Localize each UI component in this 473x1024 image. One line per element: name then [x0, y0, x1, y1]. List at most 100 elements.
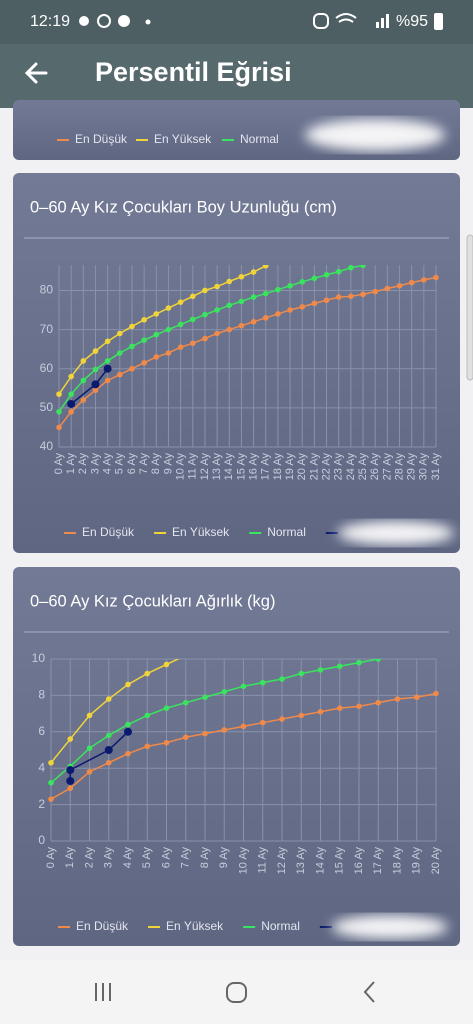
data-point — [372, 288, 378, 295]
data-point — [68, 391, 74, 397]
data-point — [92, 387, 99, 394]
data-point — [335, 268, 342, 275]
x-tick-label: 19 Ay — [411, 847, 423, 875]
data-point — [177, 321, 184, 328]
data-point — [408, 279, 415, 286]
data-point — [86, 712, 93, 719]
data-point — [153, 354, 160, 360]
data-point — [226, 278, 233, 285]
data-point — [66, 766, 75, 775]
data-point — [226, 302, 233, 309]
x-tick-label: 10 Ay — [175, 453, 187, 481]
data-point — [226, 326, 233, 333]
data-point — [433, 690, 439, 697]
x-tick-label: 14 Ay — [314, 847, 326, 875]
data-point — [262, 265, 269, 269]
x-tick-label: 10 Ay — [237, 847, 249, 875]
wifi-icon — [335, 13, 357, 23]
data-point — [125, 721, 131, 728]
data-point — [125, 750, 131, 757]
data-point — [144, 670, 151, 677]
data-point — [105, 732, 112, 739]
data-point — [165, 305, 172, 311]
data-point — [117, 330, 123, 337]
data-point — [298, 712, 305, 719]
data-point — [56, 408, 62, 415]
data-point — [317, 667, 324, 673]
x-tick-label: 30 Ay — [418, 453, 430, 481]
legend-label: En Yüksek — [154, 132, 212, 146]
data-point — [124, 727, 132, 736]
x-tick-label: 15 Ay — [235, 453, 247, 481]
x-tick-label: 7 Ay — [180, 847, 192, 869]
x-tick-label: 6 Ay — [126, 453, 138, 475]
back-button[interactable] — [24, 62, 48, 84]
y-tick-label: 10 — [32, 651, 46, 665]
data-point — [117, 371, 123, 378]
y-tick-label: 70 — [40, 322, 54, 336]
blurred-area — [305, 119, 445, 151]
chart-title: 0–60 Ay Kız Çocukları Boy Uzunluğu (cm) — [30, 198, 337, 216]
data-point — [396, 282, 403, 289]
x-tick-label: 13 Ay — [211, 453, 223, 481]
data-point — [144, 743, 151, 750]
x-tick-label: 4 Ay — [122, 847, 134, 869]
nav-bar — [0, 960, 473, 1024]
x-tick-label: 18 Ay — [272, 453, 284, 481]
data-point — [129, 365, 135, 372]
data-point — [103, 364, 112, 373]
data-point — [214, 283, 220, 290]
data-point — [105, 759, 112, 766]
data-point — [202, 311, 208, 318]
app-title: Persentil Eğrisi — [95, 57, 292, 87]
data-point — [240, 723, 247, 730]
legend-label: Normal — [261, 919, 300, 933]
data-point — [238, 322, 245, 329]
y-tick-label: 4 — [38, 760, 45, 774]
y-tick-label: 80 — [40, 283, 54, 297]
data-point — [336, 663, 343, 670]
x-tick-label: 20 Ay — [430, 847, 442, 875]
blurred-area — [331, 915, 448, 939]
data-point — [275, 286, 281, 293]
status-icon — [79, 16, 89, 26]
data-point — [68, 408, 74, 415]
x-tick-label: 21 Ay — [308, 453, 320, 481]
data-point — [202, 730, 208, 737]
data-point — [298, 670, 305, 677]
data-point — [279, 716, 285, 722]
data-point — [163, 705, 170, 711]
data-point — [348, 293, 354, 300]
data-point — [189, 316, 196, 323]
data-point — [250, 269, 257, 275]
back-nav-button[interactable] — [363, 981, 375, 1003]
x-tick-label: 14 Ay — [223, 453, 235, 481]
data-point — [177, 344, 184, 350]
data-point — [360, 265, 366, 269]
x-tick-label: 20 Ay — [296, 453, 308, 481]
chart-title: 0–60 Ay Kız Çocukları Ağırlık (kg) — [30, 592, 275, 610]
data-point — [104, 377, 111, 384]
x-tick-label: 13 Ay — [295, 847, 307, 875]
y-tick-label: 0 — [38, 833, 45, 847]
status-bar — [0, 0, 473, 44]
data-point — [92, 348, 99, 354]
home-button[interactable] — [226, 982, 247, 1003]
data-point — [92, 366, 99, 373]
recents-button[interactable] — [95, 983, 111, 1001]
data-point — [202, 694, 208, 701]
y-tick-label: 6 — [38, 724, 45, 738]
data-point — [141, 360, 147, 366]
status-icon — [97, 14, 111, 28]
x-tick-label: 31 Ay — [430, 453, 442, 481]
legend-label: En Düşük — [82, 525, 135, 539]
x-tick-label: 9 Ay — [162, 453, 174, 475]
battery-level: %95 — [396, 13, 428, 30]
x-tick-label: 27 Ay — [381, 453, 393, 481]
x-tick-label: 11 Ay — [187, 453, 199, 480]
data-point — [394, 696, 401, 702]
x-tick-label: 18 Ay — [391, 847, 403, 875]
data-point — [68, 373, 74, 380]
